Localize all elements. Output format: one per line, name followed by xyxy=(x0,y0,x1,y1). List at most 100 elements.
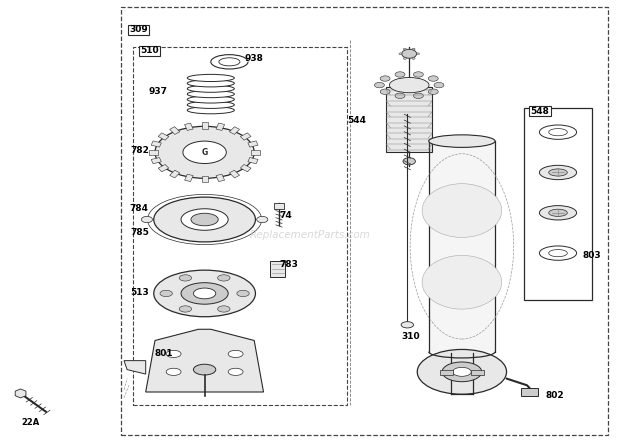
Ellipse shape xyxy=(191,213,218,226)
Bar xyxy=(185,174,193,181)
Ellipse shape xyxy=(228,350,243,358)
Ellipse shape xyxy=(228,368,243,375)
Ellipse shape xyxy=(422,255,502,309)
Bar xyxy=(248,141,258,147)
Text: 803: 803 xyxy=(583,251,601,260)
Text: 801: 801 xyxy=(155,349,174,358)
Bar xyxy=(216,123,224,130)
Text: 548: 548 xyxy=(531,107,549,116)
Ellipse shape xyxy=(389,78,429,93)
Bar xyxy=(440,370,453,375)
Ellipse shape xyxy=(218,275,230,281)
Bar xyxy=(229,127,239,134)
Ellipse shape xyxy=(183,141,226,164)
Bar xyxy=(229,170,239,178)
Ellipse shape xyxy=(417,53,420,55)
Text: 22A: 22A xyxy=(22,418,40,426)
Ellipse shape xyxy=(401,322,414,328)
Text: G: G xyxy=(202,148,208,157)
Bar xyxy=(202,176,208,182)
Ellipse shape xyxy=(187,107,234,114)
Ellipse shape xyxy=(374,82,384,88)
Ellipse shape xyxy=(187,101,234,108)
Bar xyxy=(429,141,495,352)
Bar xyxy=(133,47,347,405)
Bar xyxy=(471,370,484,375)
Text: 310: 310 xyxy=(402,332,420,341)
Text: 309: 309 xyxy=(130,25,148,34)
Ellipse shape xyxy=(412,57,415,59)
Ellipse shape xyxy=(539,246,577,260)
Ellipse shape xyxy=(166,368,181,375)
Ellipse shape xyxy=(380,76,390,81)
Ellipse shape xyxy=(442,362,482,382)
Ellipse shape xyxy=(193,288,216,299)
Ellipse shape xyxy=(403,48,407,50)
Ellipse shape xyxy=(539,206,577,220)
Bar xyxy=(158,164,169,172)
Ellipse shape xyxy=(422,184,502,237)
Ellipse shape xyxy=(154,270,255,317)
Ellipse shape xyxy=(395,93,405,99)
Ellipse shape xyxy=(193,364,216,375)
Bar xyxy=(386,87,433,152)
Ellipse shape xyxy=(160,290,172,297)
Ellipse shape xyxy=(417,349,507,394)
Bar xyxy=(149,150,158,155)
Ellipse shape xyxy=(166,350,181,358)
Bar xyxy=(151,158,161,164)
Ellipse shape xyxy=(187,96,234,103)
Bar xyxy=(121,7,608,435)
Bar xyxy=(216,174,224,181)
Ellipse shape xyxy=(412,48,415,50)
Ellipse shape xyxy=(187,90,234,98)
Ellipse shape xyxy=(395,72,405,77)
Ellipse shape xyxy=(402,49,417,58)
Bar xyxy=(202,122,208,129)
Ellipse shape xyxy=(187,74,234,82)
Ellipse shape xyxy=(428,135,495,147)
Bar xyxy=(158,133,169,140)
Ellipse shape xyxy=(549,169,567,176)
Bar xyxy=(248,158,258,164)
Text: 937: 937 xyxy=(148,87,167,96)
Text: 938: 938 xyxy=(245,54,264,63)
Ellipse shape xyxy=(414,72,423,77)
Bar xyxy=(241,133,251,140)
Bar xyxy=(185,123,193,130)
Text: 784: 784 xyxy=(130,204,149,213)
Bar xyxy=(274,203,284,209)
Ellipse shape xyxy=(187,80,234,87)
Ellipse shape xyxy=(403,158,415,165)
Text: 510: 510 xyxy=(140,46,159,55)
Ellipse shape xyxy=(187,85,234,92)
Ellipse shape xyxy=(237,290,249,297)
Bar xyxy=(241,164,251,172)
Bar xyxy=(524,108,592,300)
Text: ReplacementParts.com: ReplacementParts.com xyxy=(250,230,370,240)
Polygon shape xyxy=(146,329,264,392)
Ellipse shape xyxy=(179,306,192,312)
Ellipse shape xyxy=(154,197,255,242)
Ellipse shape xyxy=(539,165,577,180)
Text: 544: 544 xyxy=(347,116,366,125)
Ellipse shape xyxy=(181,283,228,304)
Text: 783: 783 xyxy=(279,260,298,269)
Ellipse shape xyxy=(428,89,438,95)
Bar xyxy=(170,170,180,178)
Ellipse shape xyxy=(434,82,444,88)
Ellipse shape xyxy=(453,367,471,376)
Bar xyxy=(521,388,538,396)
Bar xyxy=(128,25,149,35)
Ellipse shape xyxy=(141,216,153,223)
Ellipse shape xyxy=(257,216,268,223)
Ellipse shape xyxy=(219,58,240,66)
Ellipse shape xyxy=(549,209,567,216)
Ellipse shape xyxy=(155,126,254,178)
Text: 785: 785 xyxy=(130,228,149,237)
Ellipse shape xyxy=(181,209,228,230)
Ellipse shape xyxy=(380,89,390,95)
Bar xyxy=(251,150,260,155)
Ellipse shape xyxy=(539,125,577,139)
Polygon shape xyxy=(124,361,146,374)
